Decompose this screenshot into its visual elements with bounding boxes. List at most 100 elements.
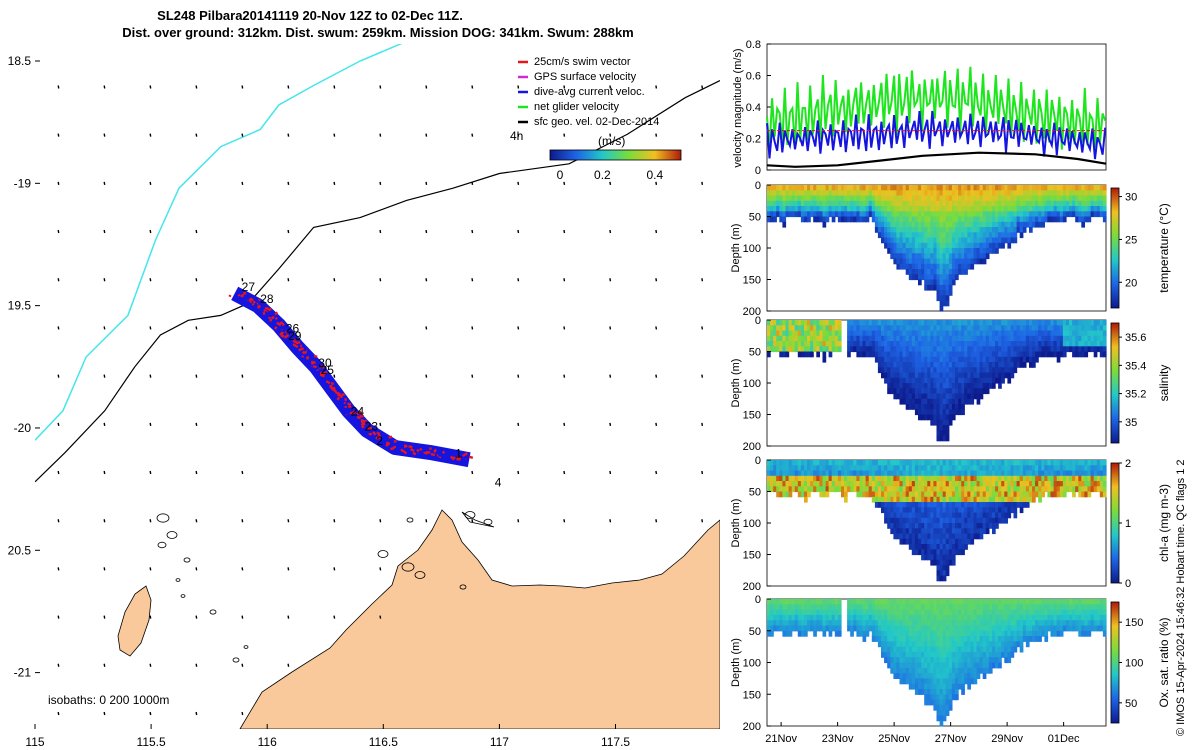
oxygen-cell [896,599,901,605]
salinity-cell [1044,346,1049,353]
salinity-cell [930,367,934,374]
temperature-cell [1038,185,1042,191]
map-xtick-label: 115 [25,735,44,749]
chl-a-cell [918,465,922,472]
current-arrow [563,519,566,523]
chl-a-cell [853,465,857,472]
chl-a-cell [1010,460,1015,466]
temperature-cell [936,237,941,244]
temperature-cell [905,221,910,228]
chl-a-cell [976,533,981,540]
salinity-cell [822,325,827,332]
chl-a-cell [1087,475,1092,482]
salinity-cell [1093,325,1098,332]
day-label: 30 [318,356,332,370]
temperature-cell [958,263,962,270]
salinity-cell [881,351,885,358]
salinity-cell [948,356,953,363]
temperature-cell [936,195,941,202]
temperature-cell [1084,200,1089,207]
chl-a-cell [914,481,919,487]
oxygen-cell [807,614,811,621]
temperature-cell [850,216,854,223]
temperature-cell [979,185,984,191]
temperature-cell [918,253,922,260]
oxygen-cell [893,604,898,611]
salinity-cell [988,367,993,374]
salinity-cell [1072,341,1076,347]
temperature-cell [930,211,934,218]
swim-vector [310,360,316,364]
salinity-cell [914,330,919,337]
oxygen-cell [976,636,981,642]
salinity-cell [924,335,928,342]
salinity-cell [884,362,888,368]
chl-a-cell [1022,475,1027,482]
chl-a-cell [902,517,907,524]
swim-vector [336,396,340,401]
speed-colorbar-ticks: 0 0.2 0.4 [557,168,664,182]
salinity-cell [976,362,981,368]
salinity-cell [834,325,839,332]
temperature-cell [1022,221,1027,228]
salinity-cell [911,367,916,374]
salinity-cell [1019,330,1024,337]
salinity-cell [924,362,928,368]
chl-a-cell [856,460,861,466]
oxygen-cell [899,678,904,685]
oxygen-cell [871,604,876,611]
chl-a-cell [979,533,984,540]
oxygen-cell [1010,620,1015,627]
temperature-cell [924,284,928,291]
temperature-cell [951,237,956,244]
oxygen-cell [958,678,962,685]
salinity-cell [970,398,975,405]
temperature-cell [850,206,854,212]
oxygen-cell [868,614,873,621]
salinity-cell [985,341,990,347]
chl-a-cell [899,517,904,524]
salinity-cell [871,330,876,337]
temperature-cell [810,206,814,212]
chl-a-cell [933,470,938,477]
oxygen-cell [927,609,931,616]
salinity-cell [970,367,975,374]
oxygen-cell [856,630,861,637]
temperature-cell [890,221,894,228]
chl-a-cell [1013,486,1018,493]
oxygen-cell [955,641,959,648]
temperature-cell [1013,185,1018,191]
salinity-cell [961,367,965,374]
oxygen-cell [1010,641,1015,648]
oxygen-cell [1001,641,1005,648]
oxygen-cell [822,609,827,616]
oxygen-cell [955,604,959,611]
salinity-cell [982,372,987,379]
temperature-cell [976,206,981,212]
temperature-cell [893,232,898,239]
chl-a-cell [955,481,959,487]
salinity-cell [961,398,965,405]
salinity-cell [942,330,947,337]
salinity-cell [1069,325,1073,332]
chl-a-cell [936,475,941,482]
swim-vector [343,401,347,405]
oxygen-cell [770,614,774,621]
salinity-cell [964,383,968,389]
temperature-cell [988,227,993,233]
chl-a-cell [899,465,904,472]
chl-a-cell [899,470,904,477]
temperature-cell [908,263,913,270]
temperature-cell [794,195,799,202]
salinity-cell [936,435,941,442]
oxygen-cell [942,694,947,701]
oxygen-cell [961,620,965,627]
temperature-cell [800,190,805,197]
chl-a-cell [1004,475,1008,482]
salinity-cell [1029,335,1033,342]
temperature-cell [985,185,990,191]
temperature-cell [951,195,956,202]
salinity-cell [967,356,971,363]
oxygen-cell [890,620,894,627]
chl-a-cell [961,544,965,550]
